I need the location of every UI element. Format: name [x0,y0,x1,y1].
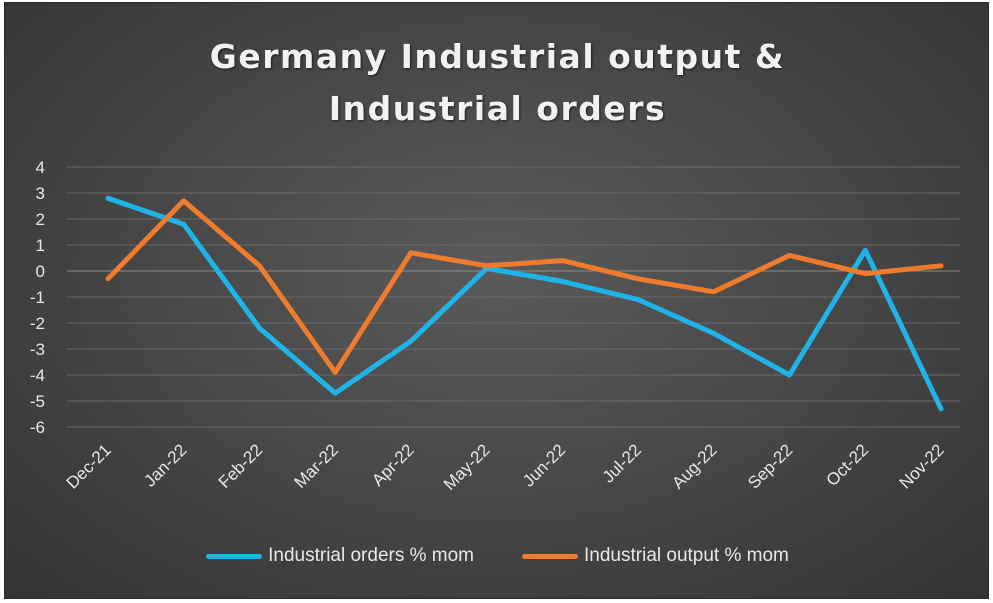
x-tick-label: Sep-22 [744,440,796,492]
y-tick-label: 3 [36,184,45,203]
y-tick-label: -4 [30,366,45,385]
legend-swatch-output [522,553,579,559]
y-tick-label: 4 [36,158,45,177]
y-tick-label: -5 [30,392,45,411]
chart-title-line-1: Germany Industrial output & [209,37,786,76]
legend-item-output: Industrial output % mom [522,545,789,567]
x-tick-label: Jan-22 [140,440,190,490]
y-tick-label: 0 [36,262,45,281]
x-tick-label: Nov-22 [896,440,948,492]
x-tick-label: Feb-22 [215,440,267,492]
x-tick-label: Aug-22 [668,440,720,492]
y-tick-label: -2 [30,314,45,333]
series-line-output [105,198,944,375]
x-tick-label: Dec-21 [63,440,115,492]
legend-label-output: Industrial output % mom [584,545,789,566]
legend-swatch-orders [206,553,263,559]
x-tick-label: Mar-22 [290,440,342,492]
x-tick-label: May-22 [440,440,494,494]
x-tick-label: Jun-22 [519,440,569,490]
y-tick-label: 1 [36,236,45,255]
x-tick-label: Jul-22 [599,440,645,486]
y-tick-label: -1 [30,288,45,307]
y-tick-label: -6 [30,418,45,437]
legend: Industrial orders % mom Industrial outpu… [5,545,988,567]
chart-title-line-2: Industrial orders [328,89,667,128]
x-tick-label: Oct-22 [823,440,873,490]
y-tick-label: -3 [30,340,45,359]
chart-title: Germany Industrial output & Industrial o… [5,31,988,135]
legend-label-orders: Industrial orders % mom [268,545,475,566]
legend-item-orders: Industrial orders % mom [206,545,474,567]
y-tick-label: 2 [36,210,45,229]
chart-frame: Germany Industrial output & Industrial o… [4,2,989,599]
line-chart: -6 -5 -4 -3 -2 -1 0 1 2 3 4 Dec-21 Jan-22 Feb-22 Mar-2… [30,158,960,494]
x-tick-label: Apr-22 [368,440,418,490]
series-line-orders [105,195,944,412]
